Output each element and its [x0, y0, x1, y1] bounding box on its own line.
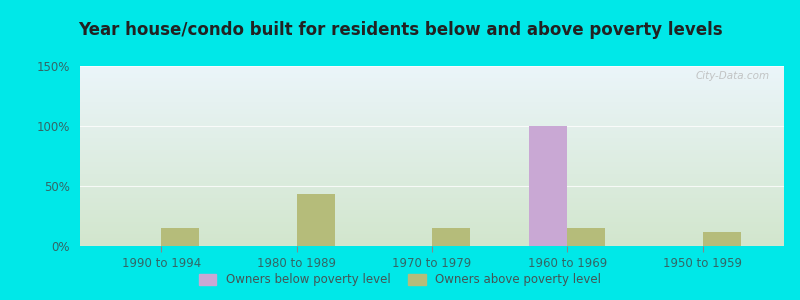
- Bar: [162, 228, 199, 246]
- Bar: [432, 228, 470, 246]
- Text: Year house/condo built for residents below and above poverty levels: Year house/condo built for residents bel…: [78, 21, 722, 39]
- Bar: [567, 228, 606, 246]
- Legend: Owners below poverty level, Owners above poverty level: Owners below poverty level, Owners above…: [194, 269, 606, 291]
- Bar: [530, 126, 567, 246]
- Bar: [297, 194, 334, 246]
- Bar: [702, 232, 741, 246]
- Text: City-Data.com: City-Data.com: [696, 71, 770, 81]
